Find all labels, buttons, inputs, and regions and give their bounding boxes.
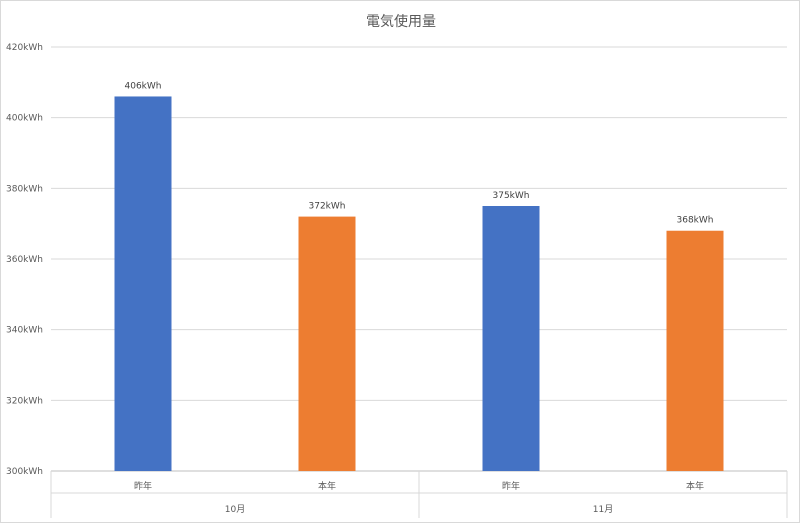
data-label: 368kWh — [677, 216, 714, 226]
y-axis-ticks: 300kWh 320kWh 340kWh 360kWh 380kWh 400kWh 420k… — [6, 43, 43, 477]
x-tick-label: 本年 — [686, 480, 704, 492]
data-labels: 406kWh 372kWh 375kWh 368kWh — [125, 81, 714, 225]
bar — [482, 206, 540, 471]
y-tick-label: 380kWh — [6, 184, 43, 194]
y-tick-label: 400kWh — [6, 114, 43, 124]
y-tick-label: 300kWh — [6, 467, 43, 477]
y-tick-label: 420kWh — [6, 43, 43, 53]
bars — [114, 96, 724, 471]
data-label: 406kWh — [125, 81, 162, 91]
y-tick-label: 340kWh — [6, 326, 43, 336]
gridlines — [51, 46, 787, 472]
data-label: 375kWh — [493, 191, 530, 201]
x-group-label: 11月 — [593, 504, 613, 515]
chart-title: 電気使用量 — [366, 13, 436, 30]
bar — [298, 216, 356, 471]
y-tick-label: 360kWh — [6, 255, 43, 265]
x-group-label: 10月 — [225, 504, 245, 515]
y-tick-label: 320kWh — [6, 396, 43, 406]
x-tick-label: 昨年 — [134, 480, 152, 492]
x-tick-label: 本年 — [318, 480, 336, 492]
x-tick-label: 昨年 — [502, 480, 520, 492]
bar — [114, 96, 172, 471]
x-axis: 昨年 本年 昨年 本年 10月 11月 — [50, 471, 788, 518]
bar — [666, 230, 724, 471]
data-label: 372kWh — [309, 202, 346, 212]
